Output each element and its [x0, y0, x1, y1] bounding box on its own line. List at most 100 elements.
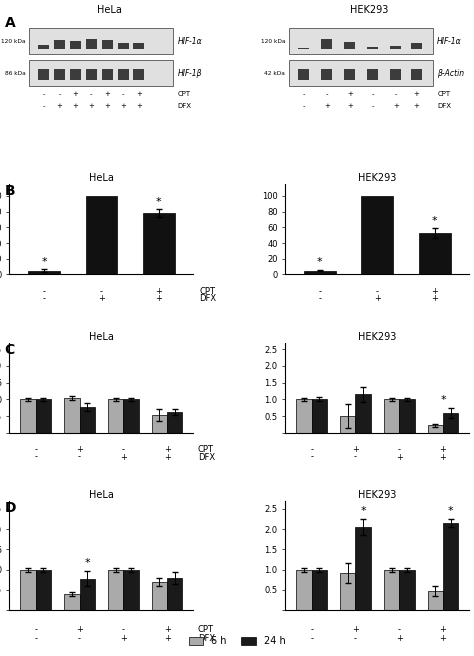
- Bar: [311, 400, 327, 433]
- Text: +: +: [396, 453, 402, 462]
- Bar: [28, 270, 60, 274]
- Text: +: +: [73, 91, 79, 97]
- Bar: [123, 400, 139, 433]
- Text: D: D: [5, 501, 16, 515]
- Legend: 6 h, 24 h: 6 h, 24 h: [187, 634, 287, 648]
- Text: +: +: [155, 287, 163, 296]
- Bar: [321, 70, 332, 81]
- Text: +: +: [120, 634, 127, 643]
- Text: C: C: [5, 342, 15, 357]
- Bar: [367, 70, 378, 81]
- Bar: [419, 233, 451, 274]
- Text: -: -: [34, 453, 37, 462]
- Text: CPT: CPT: [198, 445, 214, 455]
- Text: -: -: [34, 625, 37, 634]
- Text: -: -: [372, 103, 374, 109]
- Text: 86 kDa: 86 kDa: [5, 71, 26, 75]
- Text: +: +: [76, 625, 83, 634]
- Text: HIF-1β: HIF-1β: [177, 69, 202, 77]
- Bar: [36, 400, 51, 433]
- Bar: [38, 45, 49, 49]
- Text: +: +: [439, 453, 447, 462]
- Bar: [20, 569, 36, 610]
- Text: +: +: [352, 445, 359, 455]
- Bar: [298, 70, 309, 81]
- Bar: [167, 578, 182, 610]
- Bar: [340, 416, 356, 433]
- Text: -: -: [398, 445, 401, 455]
- Text: -: -: [122, 625, 125, 634]
- Bar: [356, 527, 371, 610]
- Bar: [29, 60, 173, 86]
- Bar: [133, 43, 145, 49]
- Bar: [391, 70, 401, 81]
- Bar: [410, 70, 421, 81]
- Text: CPT: CPT: [177, 91, 191, 97]
- Text: DFX: DFX: [177, 103, 191, 109]
- Bar: [38, 69, 49, 81]
- Text: +: +: [98, 295, 105, 303]
- Bar: [344, 70, 356, 81]
- Text: DFX: DFX: [199, 295, 216, 303]
- Bar: [80, 579, 95, 610]
- Text: β-Actin: β-Actin: [438, 69, 465, 77]
- Text: *: *: [360, 506, 366, 516]
- Text: +: +: [136, 91, 142, 97]
- Bar: [362, 196, 393, 274]
- Bar: [102, 40, 113, 49]
- Text: DFX: DFX: [198, 453, 215, 462]
- Bar: [64, 594, 80, 610]
- Bar: [54, 69, 65, 81]
- Bar: [311, 569, 327, 610]
- Text: -: -: [43, 295, 46, 303]
- Text: -: -: [372, 91, 374, 97]
- Text: CPT: CPT: [198, 625, 214, 634]
- Bar: [86, 69, 97, 81]
- Text: -: -: [100, 287, 103, 296]
- Text: +: +: [439, 445, 447, 455]
- Text: CPT: CPT: [438, 91, 450, 97]
- Text: +: +: [89, 103, 94, 109]
- Text: -: -: [90, 91, 92, 97]
- Bar: [86, 196, 117, 274]
- Bar: [344, 41, 356, 49]
- Bar: [54, 40, 65, 49]
- Bar: [108, 400, 123, 433]
- Text: *: *: [41, 257, 47, 267]
- Bar: [296, 569, 311, 610]
- Text: -: -: [43, 287, 46, 296]
- Text: +: +: [164, 445, 171, 455]
- Bar: [443, 523, 458, 610]
- Text: -: -: [302, 91, 305, 97]
- Text: A: A: [5, 16, 16, 30]
- Bar: [399, 400, 415, 433]
- Text: -: -: [78, 634, 81, 643]
- Bar: [298, 47, 309, 49]
- Text: -: -: [78, 453, 81, 462]
- Bar: [20, 400, 36, 433]
- Text: *: *: [448, 506, 454, 516]
- Bar: [102, 69, 113, 81]
- Bar: [410, 43, 421, 49]
- Text: +: +: [120, 103, 126, 109]
- Title: HeLa: HeLa: [89, 332, 114, 342]
- Text: HEK293: HEK293: [350, 5, 389, 15]
- Text: 120 kDa: 120 kDa: [261, 39, 285, 44]
- Bar: [304, 270, 336, 274]
- Text: B: B: [5, 184, 15, 198]
- Text: +: +: [431, 295, 438, 303]
- Title: HEK293: HEK293: [358, 173, 396, 184]
- Text: +: +: [73, 103, 79, 109]
- Text: +: +: [352, 625, 359, 634]
- Text: +: +: [136, 103, 142, 109]
- Bar: [289, 60, 433, 86]
- Text: -: -: [326, 91, 328, 97]
- Text: -: -: [395, 91, 397, 97]
- Bar: [296, 400, 311, 433]
- Text: -: -: [354, 453, 357, 462]
- Bar: [391, 46, 401, 49]
- Text: +: +: [439, 625, 447, 634]
- Text: +: +: [413, 91, 419, 97]
- Text: *: *: [440, 396, 446, 405]
- Bar: [152, 582, 167, 610]
